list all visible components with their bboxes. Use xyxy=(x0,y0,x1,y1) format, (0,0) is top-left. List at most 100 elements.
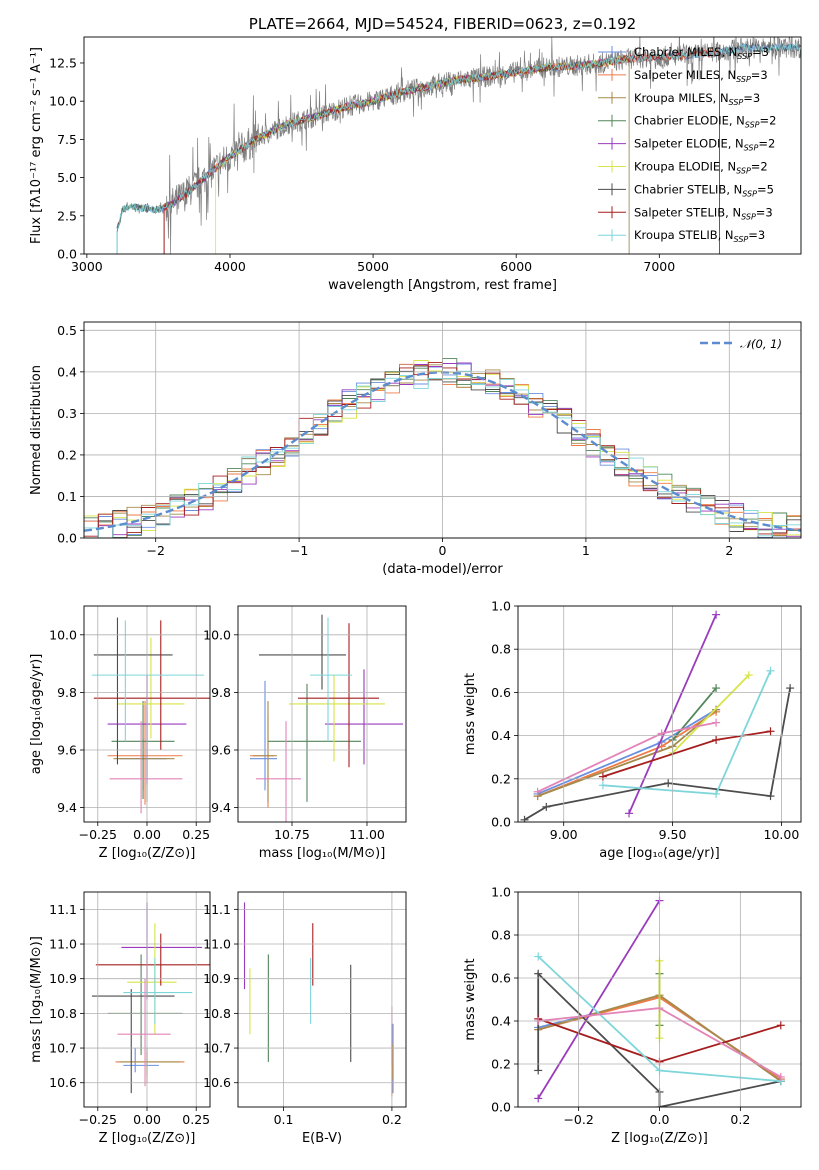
y-tick-label: 10.7 xyxy=(203,1041,231,1056)
y-tick-label: 10.0 xyxy=(49,627,77,642)
y-tick-label: 9.8 xyxy=(211,685,231,700)
y-tick-label: 12.5 xyxy=(49,55,77,70)
y-tick-label: 2.5 xyxy=(57,208,77,223)
mass-weight-line xyxy=(524,687,791,821)
x-tick-label: −0.2 xyxy=(563,1112,593,1127)
y-axis-label: mass weight xyxy=(463,958,478,1040)
y-tick-label: 9.6 xyxy=(211,743,231,758)
legend-entry: Kroupa STELIB, NSSP=3 xyxy=(634,228,765,244)
legend-entry: Chabrier ELODIE, NSSP=2 xyxy=(634,114,776,130)
y-tick-label: 0.1 xyxy=(57,489,77,504)
age_vs_mass-plot-area xyxy=(250,614,403,822)
mw_vs_Z-panel: −0.2 0.0 0.2 0.0 0.2 0.4 0.6 0.8 1.0 Z [log₁₀(Z/Z… xyxy=(463,885,802,1146)
x-tick-label: 9.00 xyxy=(550,827,578,842)
x-tick-label: 0.25 xyxy=(182,1112,210,1127)
x-axis-label: Z [log₁₀(Z/Z⊙)] xyxy=(99,1131,196,1146)
mass-weight-line xyxy=(537,708,717,795)
y-tick-label: 0.8 xyxy=(491,642,511,657)
y-tick-label: 0.0 xyxy=(491,1100,511,1115)
x-tick-label: −0.25 xyxy=(79,1112,117,1127)
y-tick-label: 11.0 xyxy=(203,937,231,952)
y-tick-label: 10.9 xyxy=(49,971,77,986)
x-axis-label: (data-model)/error xyxy=(382,562,503,577)
y-tick-label: 1.0 xyxy=(491,885,511,900)
legend: Chabrier MILES, NSSP=3 Salpeter MILES, NS… xyxy=(598,45,776,244)
y-tick-label: 10.6 xyxy=(49,1075,77,1090)
spectrum-model-line xyxy=(116,43,801,230)
y-tick-label: 0.2 xyxy=(57,447,77,462)
mass-weight-line xyxy=(537,900,661,1099)
y-tick-label: 11.0 xyxy=(49,937,77,952)
legend-entry: Chabrier MILES, NSSP=3 xyxy=(634,45,769,61)
x-axis-label: age [log₁₀(age/yr)] xyxy=(599,846,720,861)
x-axis-label: Z [log₁₀(Z/Z⊙)] xyxy=(611,1131,708,1146)
y-tick-label: 0.2 xyxy=(491,1057,511,1072)
x-tick-label: −2 xyxy=(146,543,164,558)
y-tick-label: 0.8 xyxy=(491,928,511,943)
axes-frame xyxy=(83,605,211,823)
y-tick-label: 11.1 xyxy=(203,902,231,917)
y-tick-label: 11.1 xyxy=(49,902,77,917)
x-tick-label: 10.00 xyxy=(764,827,800,842)
spectrum-model-line xyxy=(116,56,630,235)
x-tick-label: 0.25 xyxy=(182,827,210,842)
x-tick-label: 0.0 xyxy=(650,1112,670,1127)
axes-frame xyxy=(83,891,211,1108)
y-tick-label: 10.9 xyxy=(203,971,231,986)
y-tick-label: 0.6 xyxy=(491,685,511,700)
mass_vs_Z-panel: −0.25 0.00 0.25 10.6 10.7 10.8 10.9 11.0 11.1 Z [… xyxy=(29,891,211,1146)
axes-frame xyxy=(517,891,802,1108)
spectrum-model-line xyxy=(215,56,630,173)
x-tick-label: 5000 xyxy=(357,259,389,274)
x-tick-label: 3000 xyxy=(71,259,103,274)
x-tick-label: −0.25 xyxy=(79,827,117,842)
y-tick-label: 9.6 xyxy=(57,743,77,758)
axes-frame xyxy=(83,321,802,539)
y-axis-label: Normed distribution xyxy=(29,365,44,495)
y-tick-label: 0.2 xyxy=(491,771,511,786)
x-tick-label: 2 xyxy=(725,543,733,558)
x-tick-label: 4000 xyxy=(214,259,246,274)
spectrum-model-line xyxy=(163,48,720,211)
y-tick-label: 0.0 xyxy=(57,531,77,546)
y-tick-label: 9.4 xyxy=(211,800,231,815)
mass-weight-line xyxy=(671,674,750,754)
x-tick-label: 9.50 xyxy=(659,827,687,842)
x-axis-label: mass [log₁₀(M/M⊙)] xyxy=(259,846,386,861)
y-tick-label: 10.0 xyxy=(49,94,77,109)
y-tick-label: 1.0 xyxy=(491,599,511,614)
y-tick-label: 7.5 xyxy=(57,132,77,147)
chart-title: PLATE=2664, MJD=54524, FIBERID=0623, z=0… xyxy=(249,15,636,33)
y-tick-label: 0.4 xyxy=(57,364,77,379)
x-tick-label: 0.1 xyxy=(274,1112,294,1127)
mass-weight-line xyxy=(602,670,772,795)
x-tick-label: 10.75 xyxy=(274,827,310,842)
spectrum-panel: Chabrier MILES, NSSP=3 Salpeter MILES, NS… xyxy=(29,15,802,293)
x-tick-label: 0.2 xyxy=(730,1112,750,1127)
y-tick-label: 5.0 xyxy=(57,170,77,185)
mw_vs_age-plot-area xyxy=(520,610,795,822)
residuals-panel: −2 −1 0 1 2 0.0 0.1 0.2 0.3 0.4 0.5 (data-model)/er… xyxy=(29,321,802,577)
y-tick-label: 0.0 xyxy=(57,247,77,262)
y-tick-label: 10.8 xyxy=(203,1006,231,1021)
y-tick-label: 0.4 xyxy=(491,1014,511,1029)
y-tick-label: 9.8 xyxy=(57,685,77,700)
mass_vs_EBV-plot-area xyxy=(243,902,394,1097)
axes-frame xyxy=(237,605,407,823)
mass_vs_Z-plot-area xyxy=(91,902,210,1094)
mass-weight-line xyxy=(671,687,717,741)
spectrum-plot-area xyxy=(116,37,801,254)
axes-frame xyxy=(517,605,802,823)
axes-frame xyxy=(237,891,407,1108)
x-tick-label: 0.00 xyxy=(133,827,161,842)
y-tick-label: 0.5 xyxy=(57,323,77,338)
x-tick-label: 0.2 xyxy=(382,1112,402,1127)
x-axis-label: Z [log₁₀(Z/Z⊙)] xyxy=(99,846,196,861)
legend-entry: Kroupa MILES, NSSP=3 xyxy=(634,91,760,107)
y-tick-label: 10.7 xyxy=(49,1041,77,1056)
age_vs_Z-plot-area xyxy=(91,617,210,814)
y-axis-label: Flux [fλ10⁻¹⁷ erg cm⁻² s⁻¹ A⁻¹] xyxy=(29,47,44,244)
x-tick-label: 0 xyxy=(439,543,447,558)
legend-entry: Salpeter ELODIE, NSSP=2 xyxy=(634,137,775,153)
